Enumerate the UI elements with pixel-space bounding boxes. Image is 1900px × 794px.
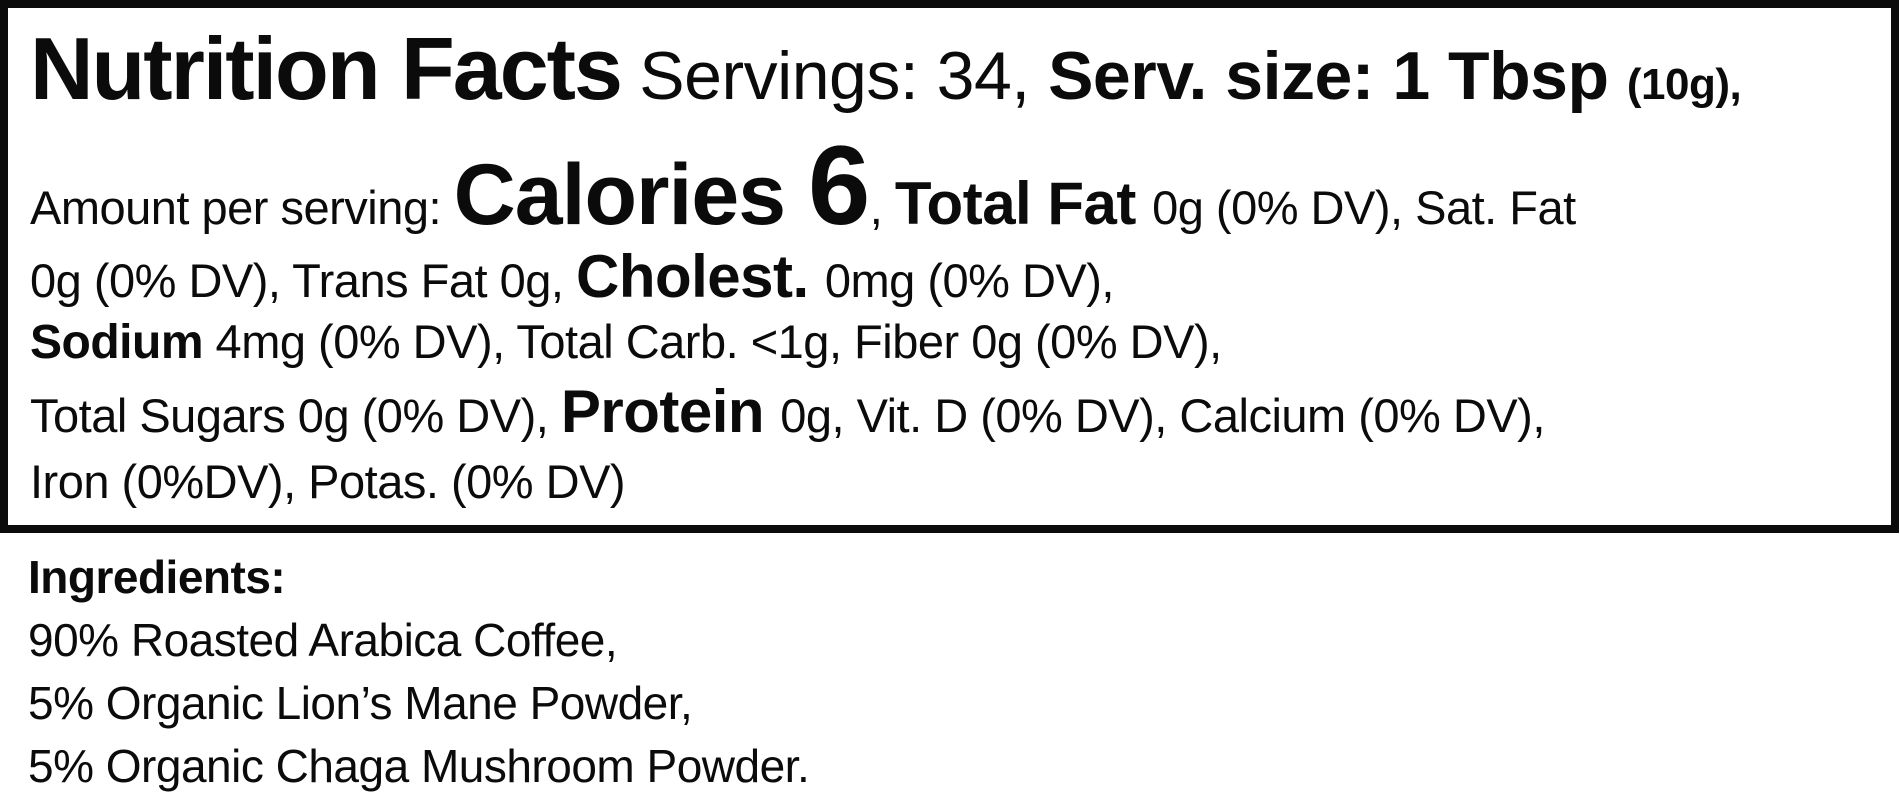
nutrition-text-segment: 0mg (0% DV),	[824, 254, 1115, 307]
ingredients-heading: Ingredients:	[28, 551, 286, 603]
nutrition-facts-panel: Nutrition Facts Servings: 34, Serv. size…	[0, 0, 1899, 533]
ingredients-section: Ingredients: 90% Roasted Arabica Coffee,…	[28, 546, 1900, 794]
nutrition-line-4: Sodium 4mg (0% DV), Total Carb. <1g, Fib…	[30, 310, 1879, 373]
nutrition-text-segment: 6	[807, 123, 870, 248]
nutrition-text-segment: Sodium	[30, 316, 204, 369]
nutrition-text-segment: Calories	[453, 147, 808, 243]
nutrition-text-segment: 0g, Vit. D (0% DV), Calcium (0% DV),	[780, 389, 1545, 442]
nutrition-text-segment: Nutrition Facts	[30, 19, 623, 118]
nutrition-text-segment: Cholest.	[576, 243, 825, 310]
nutrition-text-segment: Serv. size: 1 Tbsp	[1048, 38, 1627, 114]
ingredients-list: 90% Roasted Arabica Coffee, 5% Organic Li…	[28, 609, 1900, 794]
nutrition-line-2: Amount per serving: Calories 6, Total Fa…	[30, 128, 1879, 244]
ingredient-item: 5% Organic Lion’s Mane Powder,	[28, 677, 693, 729]
nutrition-text-segment: Amount per serving:	[30, 181, 454, 234]
nutrition-text-segment: 4mg (0% DV), Total Carb. <1g, Fiber 0g (…	[203, 315, 1223, 368]
nutrition-line-5: Total Sugars 0g (0% DV), Protein 0g, Vit…	[30, 373, 1879, 451]
ingredient-item: 5% Organic Chaga Mushroom Powder.	[28, 740, 810, 792]
ingredient-item: 90% Roasted Arabica Coffee,	[28, 614, 618, 666]
nutrition-text-segment: 0g (0% DV), Trans Fat 0g,	[30, 254, 576, 307]
nutrition-line-1: Nutrition Facts Servings: 34, Serv. size…	[30, 10, 1879, 128]
nutrition-text-segment: Total Fat	[894, 170, 1153, 237]
nutrition-text-segment: Servings: 34,	[620, 38, 1049, 114]
nutrition-line-3: 0g (0% DV), Trans Fat 0g, Cholest. 0mg (…	[30, 244, 1879, 310]
nutrition-text-segment: Iron (0%DV), Potas. (0% DV)	[30, 455, 626, 508]
nutrition-text-segment: ,	[869, 181, 895, 234]
nutrition-text-segment: (10g),	[1626, 60, 1742, 109]
nutrition-line-6: Iron (0%DV), Potas. (0% DV)	[30, 451, 1879, 513]
nutrition-text-segment: 0g (0% DV), Sat. Fat	[1152, 181, 1576, 234]
nutrition-text-segment: Protein	[560, 378, 781, 445]
nutrition-text-segment: Total Sugars 0g (0% DV),	[30, 389, 561, 442]
